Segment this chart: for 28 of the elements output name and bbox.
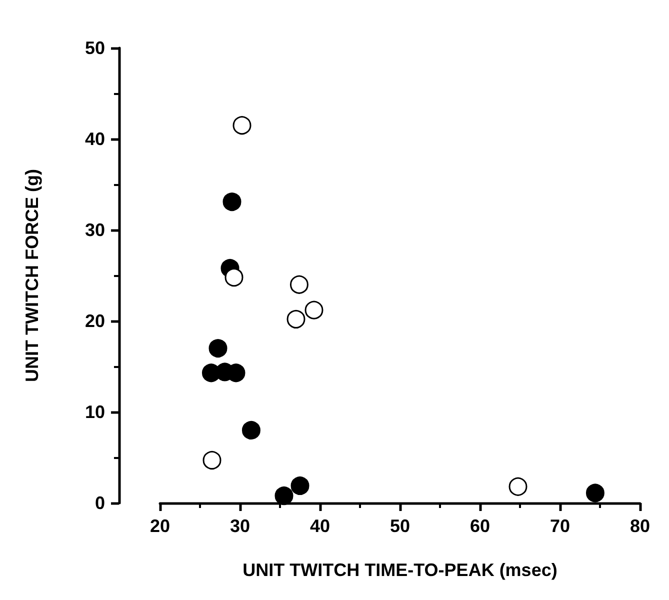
y-axis-title: UNIT TWITCH FORCE (g) bbox=[22, 169, 42, 382]
point bbox=[286, 310, 306, 328]
y-tick-label: 40 bbox=[84, 129, 105, 149]
x-tick-label: 30 bbox=[230, 516, 250, 536]
x-axis-title: UNIT TWITCH TIME-TO-PEAK (msec) bbox=[242, 560, 558, 580]
y-tick-label: 50 bbox=[84, 38, 105, 58]
point bbox=[304, 300, 324, 320]
point bbox=[290, 476, 310, 495]
point bbox=[508, 477, 528, 496]
y-tick-label: 30 bbox=[84, 220, 105, 240]
y-tick-label: 0 bbox=[94, 493, 105, 513]
x-tick-label: 20 bbox=[150, 516, 170, 536]
x-tick-label: 80 bbox=[630, 516, 650, 536]
y-tick-label: 10 bbox=[84, 402, 105, 422]
point bbox=[290, 275, 308, 294]
point bbox=[586, 484, 604, 502]
point bbox=[232, 116, 252, 135]
point bbox=[222, 192, 242, 212]
x-tick-label: 40 bbox=[310, 516, 330, 536]
point bbox=[242, 420, 260, 440]
y-tick-label: 20 bbox=[84, 311, 105, 331]
point bbox=[202, 450, 222, 470]
x-tick-label: 50 bbox=[390, 516, 410, 536]
point bbox=[224, 268, 244, 287]
x-tick-label: 60 bbox=[470, 516, 490, 536]
x-tick-label: 70 bbox=[550, 516, 570, 536]
point bbox=[208, 339, 228, 358]
point bbox=[274, 486, 294, 505]
